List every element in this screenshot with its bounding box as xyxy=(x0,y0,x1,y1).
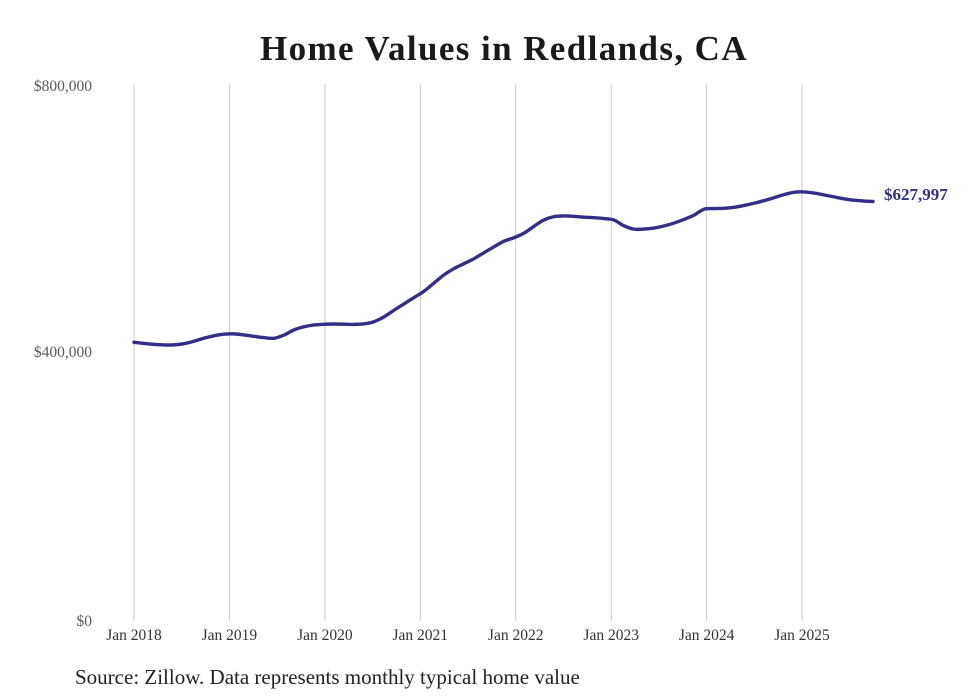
svg-text:$800,000: $800,000 xyxy=(34,78,92,95)
svg-text:Jan 2019: Jan 2019 xyxy=(202,627,258,644)
svg-text:Jan 2020: Jan 2020 xyxy=(297,627,353,644)
svg-text:Jan 2021: Jan 2021 xyxy=(393,627,449,644)
svg-text:$0: $0 xyxy=(77,613,93,630)
svg-text:Jan 2022: Jan 2022 xyxy=(488,627,544,644)
svg-text:Jan 2024: Jan 2024 xyxy=(679,627,735,644)
svg-text:$400,000: $400,000 xyxy=(34,344,92,361)
svg-text:$627,997: $627,997 xyxy=(884,185,948,204)
svg-text:Jan 2018: Jan 2018 xyxy=(106,627,162,644)
svg-text:Jan 2023: Jan 2023 xyxy=(583,627,639,644)
svg-text:Jan 2025: Jan 2025 xyxy=(774,627,830,644)
